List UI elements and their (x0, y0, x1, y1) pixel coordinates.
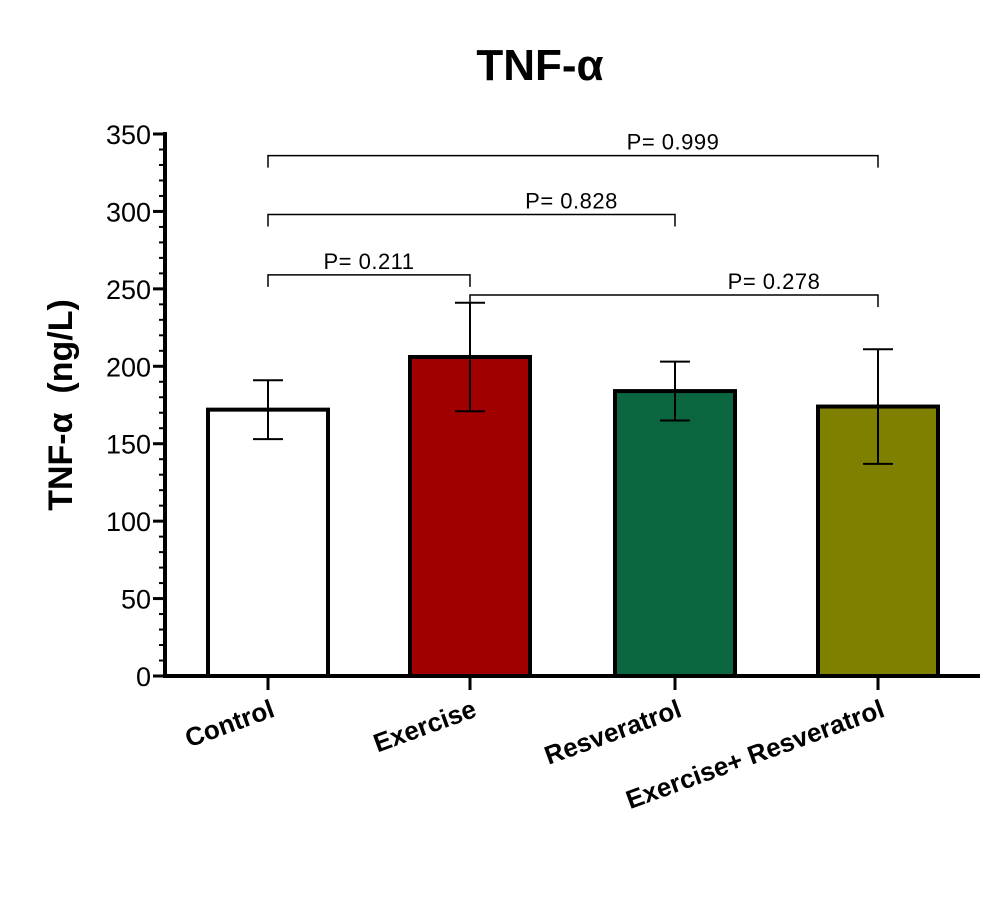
category-label-1: Exercise (369, 693, 480, 758)
bar-0 (206, 407, 330, 678)
y-tick-label-50: 50 (121, 585, 151, 615)
y-tick-label-300: 300 (106, 197, 151, 227)
y-axis-label: TNF-α (ng/L) (42, 299, 80, 511)
y-tick-label-200: 200 (106, 352, 151, 382)
y-tick-label-250: 250 (106, 275, 151, 305)
category-label-2: Resveratrol (540, 693, 685, 770)
category-label-0: Control (181, 693, 278, 753)
comparison-label-3: P= 0.278 (728, 269, 821, 294)
comparison-label-1: P= 0.828 (525, 189, 618, 214)
comparison-label-2: P= 0.211 (323, 249, 414, 274)
bar-2 (613, 389, 737, 678)
comparison-bracket-0 (267, 154, 879, 168)
comparison-label-0: P= 0.999 (627, 130, 720, 155)
chart-title: TNF-α (476, 41, 603, 90)
comparison-bracket-3 (469, 294, 879, 308)
y-tick-label-0: 0 (136, 662, 151, 692)
y-tick-label-350: 350 (106, 120, 151, 150)
comparison-bracket-2 (267, 274, 471, 287)
y-tick-label-150: 150 (106, 430, 151, 460)
plot-area: 0 50 100 150 200 250 300 350 Control Exercise Resv… (106, 120, 980, 815)
y-tick-label-100: 100 (106, 507, 151, 537)
comparison-bracket-1 (267, 213, 676, 227)
